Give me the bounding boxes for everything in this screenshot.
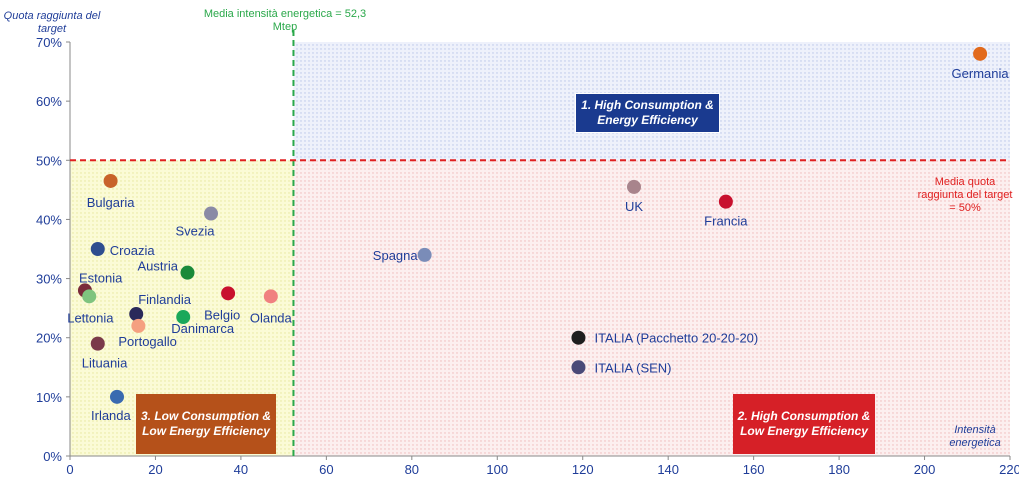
y-tick-label: 30% — [36, 272, 62, 287]
point-label: Francia — [704, 214, 748, 229]
point-label: ITALIA (SEN) — [594, 360, 671, 375]
data-point — [90, 242, 105, 256]
x-axis-label: Intensità energetica — [949, 424, 1001, 449]
data-point — [973, 46, 988, 61]
point-label: ITALIA (Pacchetto 20-20-20) — [594, 331, 758, 346]
point-label: Austria — [138, 259, 179, 274]
point-label: Olanda — [250, 310, 293, 325]
y-tick-label: 20% — [36, 331, 62, 346]
x-tick-label: 160 — [743, 462, 765, 477]
quadrant-2-label: 2. High Consumption & Low Energy Efficie… — [733, 394, 875, 454]
x-tick-label: 220 — [999, 462, 1019, 477]
point-label: Germania — [952, 66, 1010, 81]
point-label: Croazia — [110, 243, 156, 258]
y-tick-label: 70% — [36, 35, 62, 50]
x-tick-label: 20 — [148, 462, 162, 477]
x-tick-label: 180 — [828, 462, 850, 477]
point-label: Finlandia — [138, 292, 192, 307]
x-tick-label: 100 — [486, 462, 508, 477]
y-axis-label: Quota raggiunta del target — [3, 10, 101, 35]
point-label: Lettonia — [67, 310, 114, 325]
data-point — [417, 247, 432, 262]
data-point — [180, 265, 195, 280]
data-point — [131, 318, 146, 333]
point-label: Svezia — [175, 224, 215, 239]
data-point — [110, 389, 124, 404]
point-label: Estonia — [79, 270, 123, 285]
vline-label: Media intensità energetica = 52,3 Mtep — [203, 8, 367, 33]
x-tick-label: 80 — [405, 462, 419, 477]
data-point — [176, 310, 191, 325]
x-tick-label: 200 — [914, 462, 936, 477]
y-tick-label: 60% — [36, 94, 62, 109]
y-tick-label: 50% — [36, 153, 62, 168]
data-point — [571, 360, 586, 375]
point-label: Bulgaria — [87, 195, 135, 210]
x-tick-label: 60 — [319, 462, 333, 477]
y-tick-label: 0% — [43, 449, 62, 464]
data-point — [103, 173, 118, 188]
point-label: Belgio — [204, 307, 240, 322]
quadrant-2-area — [293, 160, 1010, 457]
point-label: Danimarca — [171, 321, 235, 336]
data-point — [571, 330, 586, 345]
point-label: Spagna — [373, 248, 419, 263]
point-label: Lituania — [82, 356, 128, 371]
data-point — [718, 194, 733, 209]
data-point — [627, 179, 641, 194]
data-point — [263, 289, 278, 304]
quadrant-1-label: 1. High Consumption & Energy Efficiency — [575, 93, 720, 133]
data-point — [221, 286, 236, 301]
data-point — [82, 289, 97, 304]
y-tick-label: 10% — [36, 390, 62, 405]
quadrant-3-label: 3. Low Consumption & Low Energy Efficien… — [136, 394, 276, 454]
data-point — [129, 307, 144, 322]
x-tick-label: 140 — [657, 462, 679, 477]
x-tick-label: 40 — [234, 462, 248, 477]
point-label: Portogallo — [118, 334, 177, 349]
x-tick-label: 0 — [66, 462, 73, 477]
point-label: Irlanda — [91, 408, 132, 423]
y-tick-label: 40% — [36, 212, 62, 227]
hline-label: Media quota raggiunta del target = 50% — [917, 176, 1013, 214]
x-tick-label: 120 — [572, 462, 594, 477]
data-point — [204, 206, 218, 221]
point-label: UK — [625, 199, 643, 214]
data-point — [90, 336, 105, 351]
